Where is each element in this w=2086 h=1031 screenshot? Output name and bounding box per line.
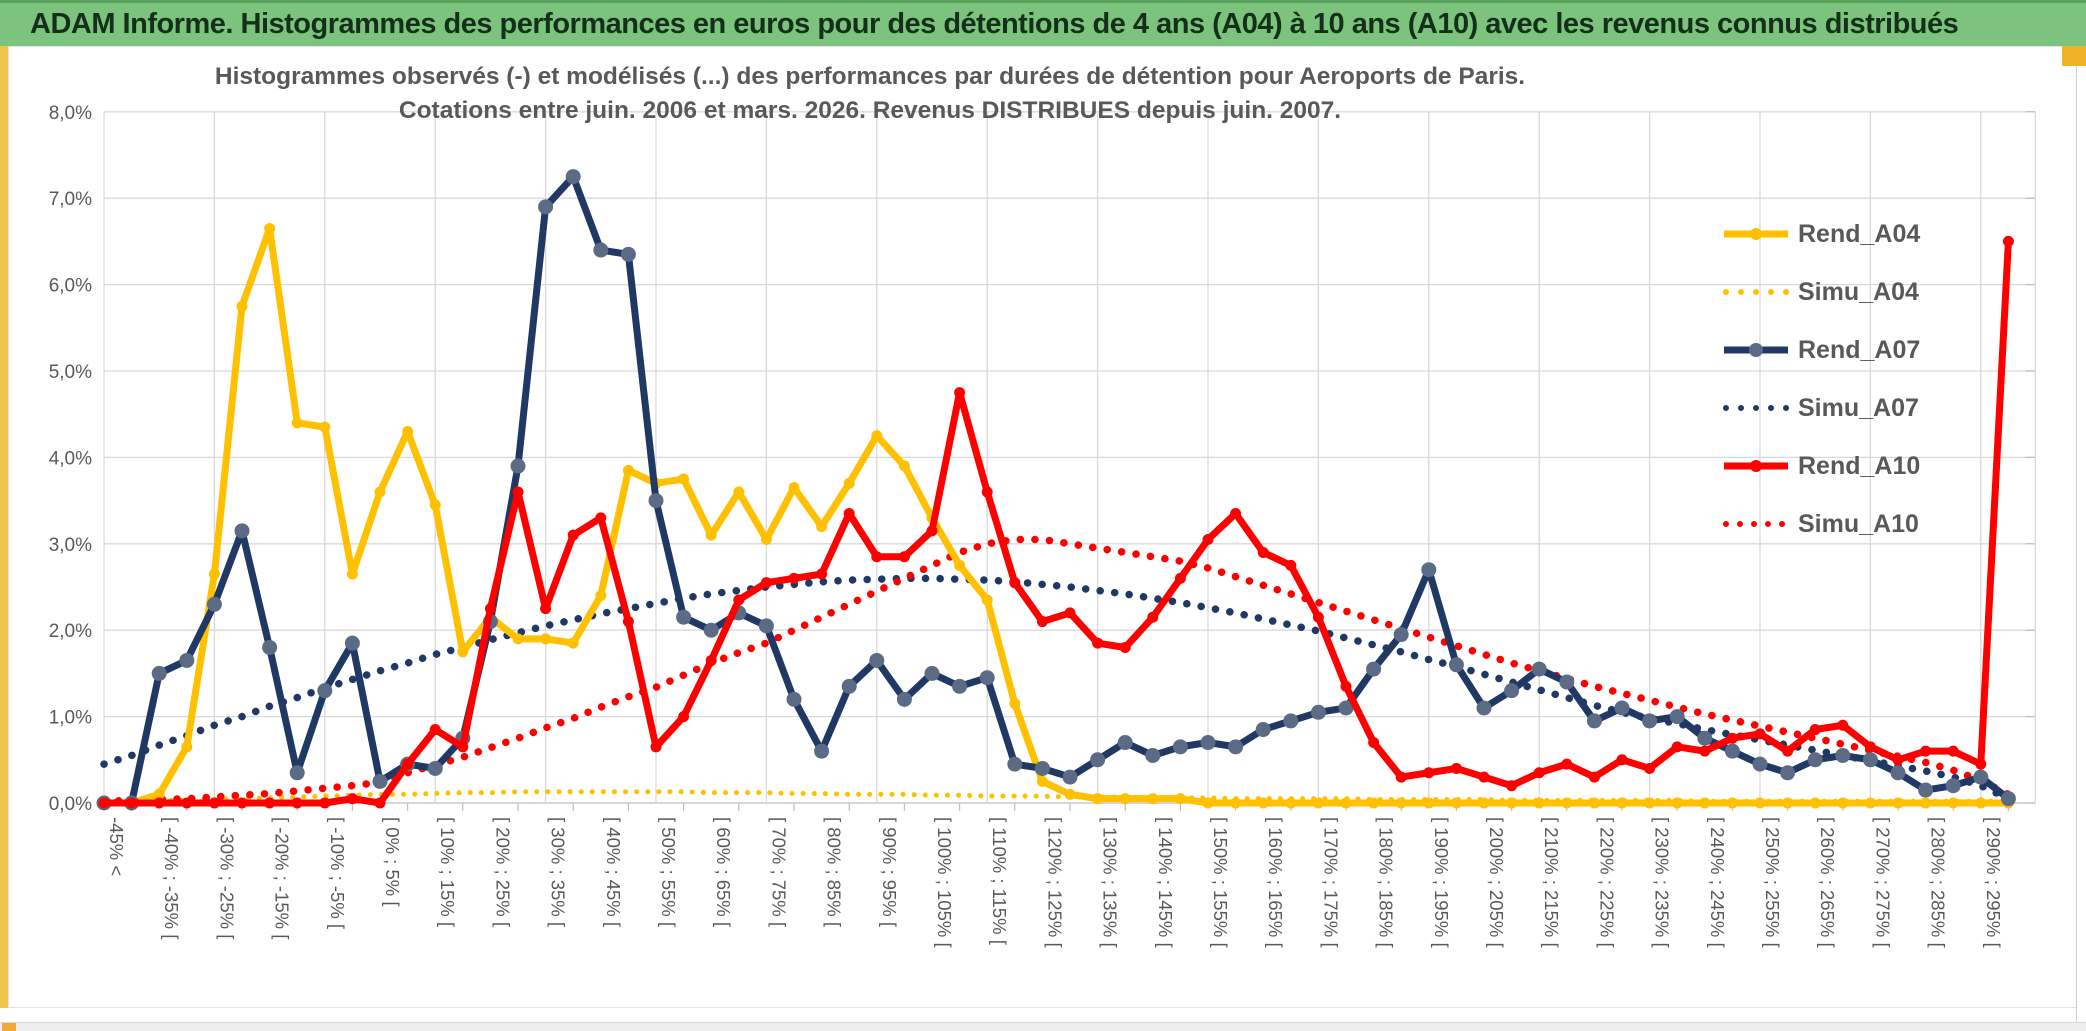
x-axis-tick-label: [ 290% ; 295% [ bbox=[1983, 817, 2004, 948]
x-axis-tick-label: [ 250% ; 255% [ bbox=[1762, 817, 1783, 948]
rend-a10-line-sample-icon bbox=[1724, 460, 1788, 472]
x-axis-tick-label: [ 180% ; 185% [ bbox=[1376, 817, 1397, 948]
rend-a04-line-sample-icon bbox=[1724, 228, 1788, 240]
x-axis-tick-label: [ 20% ; 25% [ bbox=[492, 817, 513, 927]
horizontal-scrollbar[interactable] bbox=[0, 1022, 2086, 1031]
right-gold-corner bbox=[2062, 46, 2086, 66]
x-axis-tick-label: [ 0% ; 5% [ bbox=[382, 817, 403, 906]
rend_a10-line bbox=[100, 237, 2012, 807]
chart-title: Histogrammes observés (-) et modélisés (… bbox=[200, 60, 1540, 128]
x-axis-tick-label: [ 100% ; 105% [ bbox=[934, 817, 955, 948]
x-axis-tick-label: [ 150% ; 155% [ bbox=[1210, 817, 1231, 948]
x-axis-tick-label: [ 40% ; 45% [ bbox=[603, 817, 624, 927]
x-axis-tick-label: [ 70% ; 75% [ bbox=[768, 817, 789, 927]
legend-item-rend-a07[interactable]: Rend_A07 bbox=[1722, 321, 2012, 379]
y-axis-tick-label: 5,0% bbox=[49, 362, 92, 383]
x-axis-tick-label: [ 90% ; 95% [ bbox=[879, 817, 900, 927]
y-axis-tick-label: 1,0% bbox=[49, 708, 92, 729]
x-axis-tick-label: [ 120% ; 125% [ bbox=[1044, 817, 1065, 948]
x-axis-tick-label: [ 230% ; 235% [ bbox=[1652, 817, 1673, 948]
x-axis-tick-label: [ -20% ; -15% [ bbox=[272, 817, 293, 939]
chart-title-line2: Cotations entre juin. 2006 et mars. 2026… bbox=[398, 97, 1342, 124]
x-axis-tick-label: [ 200% ; 205% [ bbox=[1486, 817, 1507, 948]
simu-a10-dotted-sample-icon bbox=[1723, 521, 1790, 527]
x-axis-tick-label: [ 220% ; 225% [ bbox=[1596, 817, 1617, 948]
legend-item-simu-a04[interactable]: Simu_A04 bbox=[1722, 263, 2012, 321]
x-axis-tick-label: [ -10% ; -5% [ bbox=[327, 817, 348, 929]
legend-label: Simu_A07 bbox=[1798, 393, 1919, 422]
legend-item-rend-a04[interactable]: Rend_A04 bbox=[1722, 205, 2012, 263]
x-axis-tick-label: [ -30% ; -25% [ bbox=[216, 817, 237, 939]
x-axis-tick-label: [ 190% ; 195% [ bbox=[1431, 817, 1452, 948]
x-axis-tick-label: [ 10% ; 15% [ bbox=[437, 817, 458, 927]
rend_a07-line bbox=[100, 173, 2012, 807]
chart-title-line1: Histogrammes observés (-) et modélisés (… bbox=[214, 63, 1526, 90]
x-axis-tick-label: [ 50% ; 55% [ bbox=[658, 817, 679, 927]
chart-legend: Rend_A04 Simu_A04 Rend_A07 Simu_A07 Rend… bbox=[1722, 205, 2012, 553]
x-axis-tick-label: -45% < bbox=[106, 817, 127, 876]
x-axis-tick-label: [ 210% ; 215% [ bbox=[1541, 817, 1562, 948]
x-axis-tick-label: [ -40% ; -35% [ bbox=[161, 817, 182, 939]
simu-a04-dotted-sample-icon bbox=[1723, 289, 1790, 295]
legend-item-simu-a10[interactable]: Simu_A10 bbox=[1722, 495, 2012, 553]
simu-a07-dotted-sample-icon bbox=[1723, 405, 1790, 411]
right-scroll-gutter[interactable] bbox=[2076, 46, 2086, 1022]
x-axis-tick-label: [ 240% ; 245% [ bbox=[1707, 817, 1728, 948]
x-axis-tick-label: [ 110% ; 115% [ bbox=[989, 817, 1010, 945]
legend-label: Rend_A07 bbox=[1798, 335, 1921, 364]
x-axis-tick-label: [ 280% ; 285% [ bbox=[1928, 817, 1949, 948]
rend-a07-line-sample-icon bbox=[1724, 343, 1788, 357]
x-axis-tick-label: [ 270% ; 275% [ bbox=[1872, 817, 1893, 948]
y-axis-tick-label: 7,0% bbox=[49, 189, 92, 210]
window-title: ADAM Informe. Histogrammes des performan… bbox=[30, 8, 1959, 40]
chart-card bbox=[8, 46, 2078, 1008]
horizontal-scrollbar-thumb[interactable] bbox=[2, 1023, 16, 1031]
y-axis-tick-label: 6,0% bbox=[49, 276, 92, 297]
y-axis-tick-label: 4,0% bbox=[49, 448, 92, 469]
x-axis-tick-label: [ 80% ; 85% [ bbox=[824, 817, 845, 927]
simu_a10-dotted-line bbox=[100, 535, 2013, 806]
legend-label: Rend_A04 bbox=[1798, 219, 1921, 248]
y-axis-tick-label: 0,0% bbox=[49, 794, 92, 815]
x-axis-tick-label: [ 140% ; 145% [ bbox=[1155, 817, 1176, 948]
y-axis-tick-label: 3,0% bbox=[49, 535, 92, 556]
legend-item-rend-a10[interactable]: Rend_A10 bbox=[1722, 437, 2012, 495]
x-axis-tick-label: [ 130% ; 135% [ bbox=[1100, 817, 1121, 948]
legend-label: Simu_A04 bbox=[1798, 277, 1919, 306]
x-axis-tick-label: [ 60% ; 65% [ bbox=[713, 817, 734, 927]
window-title-bar: ADAM Informe. Histogrammes des performan… bbox=[0, 0, 2086, 46]
x-axis-tick-label: [ 260% ; 265% [ bbox=[1817, 817, 1838, 948]
rend_a04-line bbox=[100, 224, 2012, 807]
y-axis-tick-label: 2,0% bbox=[49, 621, 92, 642]
legend-label: Simu_A10 bbox=[1798, 509, 1919, 538]
x-axis-tick-label: [ 170% ; 175% [ bbox=[1320, 817, 1341, 948]
legend-label: Rend_A10 bbox=[1798, 451, 1921, 480]
simu_a07-dotted-line bbox=[100, 574, 2013, 803]
y-axis-tick-label: 8,0% bbox=[49, 103, 92, 124]
x-axis-tick-label: [ 160% ; 165% [ bbox=[1265, 817, 1286, 948]
left-gold-border bbox=[0, 46, 8, 1008]
x-axis-tick-label: [ 30% ; 35% [ bbox=[548, 817, 569, 927]
legend-item-simu-a07[interactable]: Simu_A07 bbox=[1722, 379, 2012, 437]
